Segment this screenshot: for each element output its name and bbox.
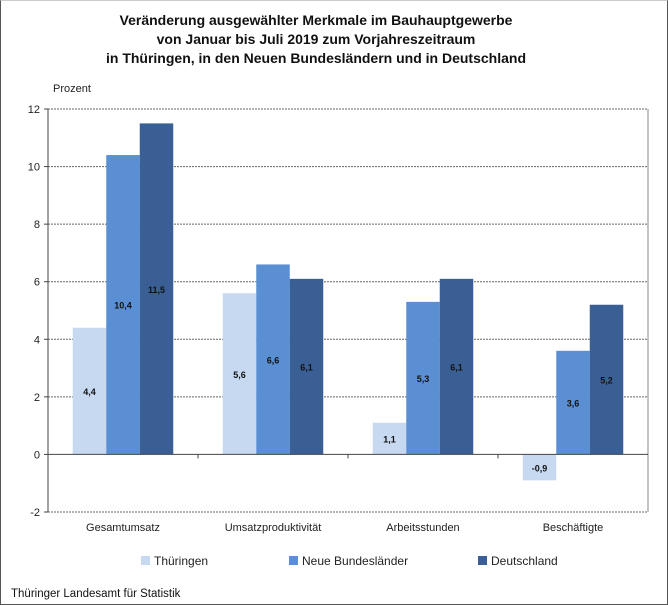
legend-label: Neue Bundesländer (302, 554, 408, 568)
chart-title: Veränderung ausgewählter Merkmale im Bau… (1, 11, 631, 68)
y-tick-label: -2 (30, 507, 40, 519)
y-tick-label: 6 (34, 277, 40, 289)
bar-deutschland (289, 278, 324, 455)
data-label: 11,5 (148, 285, 165, 295)
legend-swatch (289, 556, 298, 565)
bar-neue-bundesländer (556, 350, 590, 455)
data-label: 5,3 (417, 374, 430, 384)
bar-thüringen (372, 422, 407, 455)
bar-neue-bundesländer (106, 155, 140, 455)
bar-neue-bundesländer (406, 301, 440, 455)
data-label: -0,9 (532, 463, 548, 473)
data-label: 6,1 (450, 363, 463, 373)
legend-label: Thüringen (154, 554, 208, 568)
data-label: 5,6 (233, 370, 246, 380)
bar-thüringen (522, 454, 557, 481)
bar-deutschland (439, 278, 474, 455)
x-tick-label: Arbeitsstunden (386, 522, 459, 534)
x-tick-label: Gesamtumsatz (86, 522, 160, 534)
y-tick-label: 2 (34, 392, 40, 404)
data-label: 5,2 (600, 376, 613, 386)
bar-deutschland (589, 304, 624, 455)
data-label: 6,6 (267, 355, 280, 365)
legend-label: Deutschland (491, 554, 558, 568)
bar-thüringen (222, 293, 257, 455)
title-line-1: Veränderung ausgewählter Merkmale im Bau… (119, 12, 513, 28)
title-line-2: von Januar bis Juli 2019 zum Vorjahresze… (156, 31, 476, 47)
data-label: 1,1 (383, 435, 396, 445)
x-tick-label: Umsatzproduktivität (225, 522, 322, 534)
y-axis-label: Prozent (53, 83, 91, 95)
data-label: 6,1 (300, 363, 313, 373)
y-tick-label: 12 (28, 104, 40, 116)
bar-neue-bundesländer (256, 264, 290, 455)
y-tick-label: 4 (34, 334, 40, 346)
bar-deutschland (139, 123, 174, 455)
y-tick-label: 10 (28, 162, 40, 174)
data-label: 3,6 (567, 399, 580, 409)
data-label: 4,4 (83, 387, 96, 397)
x-tick-label: Beschäftigte (543, 522, 604, 534)
data-label: 10,4 (114, 301, 132, 311)
y-tick-label: 0 (34, 449, 40, 461)
legend-swatch (478, 556, 487, 565)
legend-swatch (141, 556, 150, 565)
source-note: Thüringer Landesamt für Statistik (11, 588, 181, 600)
y-tick-label: 8 (34, 219, 40, 231)
bar-thüringen (72, 327, 107, 455)
title-line-3: in Thüringen, in den Neuen Bundesländern… (105, 50, 526, 66)
